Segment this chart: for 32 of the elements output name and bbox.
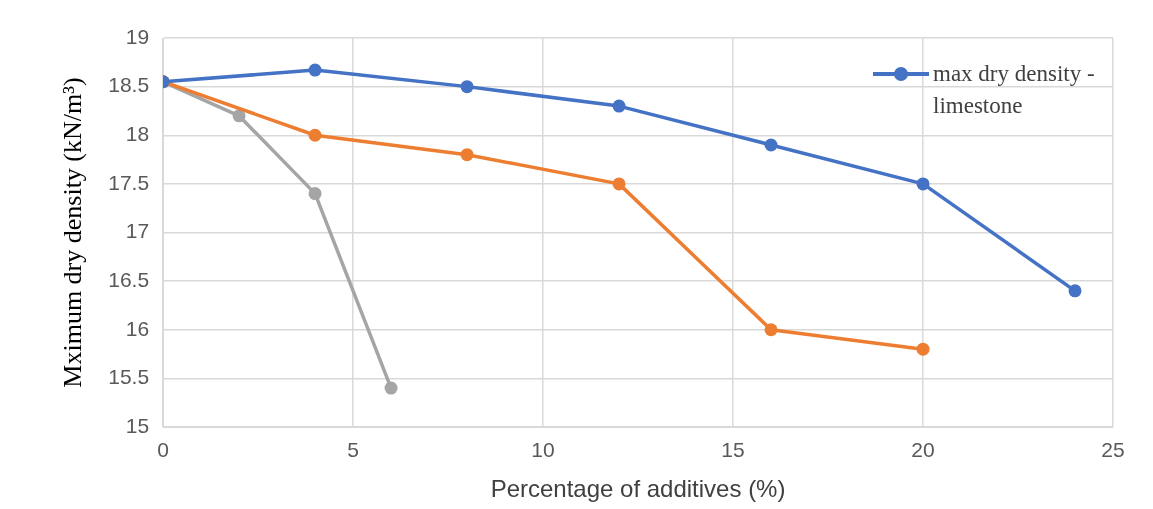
point [384,381,398,395]
y-tick-label: 17.5 [108,170,150,194]
y-tick-label: 16.5 [108,267,150,291]
y-tick-label: 16 [125,316,150,340]
point [308,187,322,201]
point [308,128,322,142]
point [460,80,474,94]
point [1068,284,1082,298]
legend-label: max dry density - limestone [933,60,1096,120]
point [460,148,474,162]
point [612,99,626,113]
point [232,109,246,123]
point [764,323,778,337]
point [308,63,322,77]
y-tick-label: 18 [125,122,150,146]
x-tick-label: 20 [911,438,935,462]
y-axis-title: Mximum dry density (kN/m³) [58,77,88,388]
y-tick-label: 18.5 [108,73,150,97]
y-tick-label: 19 [125,24,150,48]
y-tick-label: 15.5 [108,365,150,389]
point [916,177,930,191]
x-tick-label: 25 [1101,438,1125,462]
y-tick-label: 17 [125,219,150,243]
point [916,342,930,356]
point [612,177,626,191]
x-tick-label: 0 [157,438,169,462]
x-tick-label: 15 [721,438,745,462]
y-tick-label: 15 [125,413,150,437]
point [764,138,778,152]
x-tick-label: 10 [531,438,555,462]
x-axis-title: Percentage of additives (%) [490,475,786,503]
x-tick-label: 5 [347,438,359,462]
